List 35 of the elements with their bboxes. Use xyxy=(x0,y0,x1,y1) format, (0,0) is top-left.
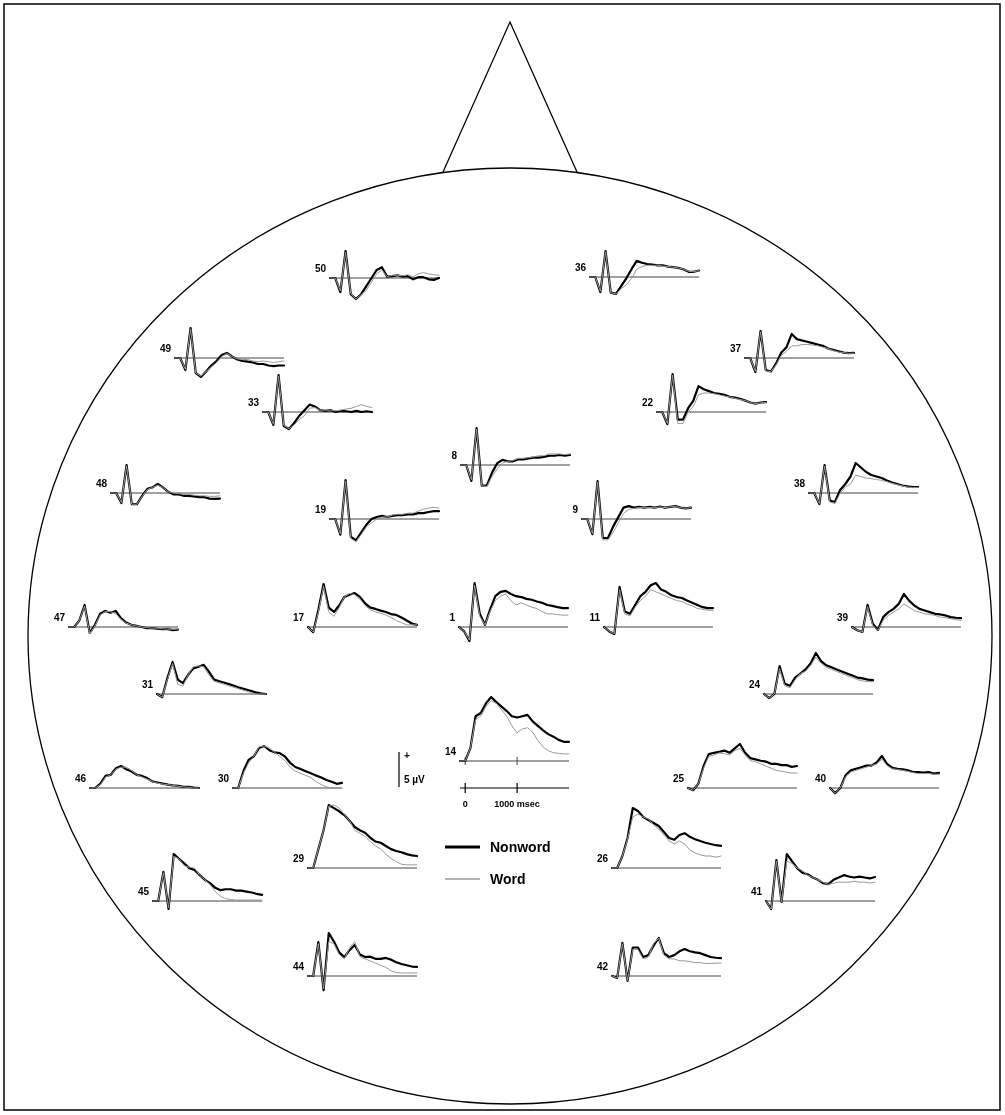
text: 37 xyxy=(729,343,742,354)
text: 29 xyxy=(292,853,305,864)
text: 46 xyxy=(74,773,87,784)
text: 40 xyxy=(814,773,827,784)
text: 44 xyxy=(292,961,305,972)
x-tick-label: 0 xyxy=(462,799,468,809)
text: 31 xyxy=(141,679,154,690)
text: 26 xyxy=(596,853,609,864)
text: + xyxy=(404,750,410,761)
x-tick-label: 1000 msec xyxy=(494,799,540,809)
text: 45 xyxy=(137,886,150,897)
text: 49 xyxy=(159,343,172,354)
text: 41 xyxy=(750,886,763,897)
text: 25 xyxy=(672,773,685,784)
legend-label: Word xyxy=(490,871,526,887)
text: 48 xyxy=(95,478,108,489)
text: 24 xyxy=(748,679,761,690)
text: 22 xyxy=(641,397,654,408)
text: 17 xyxy=(292,612,305,623)
text: 11 xyxy=(589,612,601,623)
text: 9 xyxy=(572,504,579,515)
text: 50 xyxy=(314,263,327,274)
text: 8 xyxy=(451,450,458,461)
text: 47 xyxy=(53,612,66,623)
text: 19 xyxy=(314,504,327,515)
text: 14 xyxy=(444,746,457,757)
legend-label: Nonword xyxy=(490,839,551,855)
text: 5 µV xyxy=(404,774,426,785)
text: 33 xyxy=(247,397,260,408)
text: 39 xyxy=(836,612,849,623)
text: 38 xyxy=(793,478,806,489)
text: 1 xyxy=(449,612,456,623)
text: 30 xyxy=(217,773,230,784)
text: 36 xyxy=(574,262,587,273)
text: 42 xyxy=(596,961,609,972)
